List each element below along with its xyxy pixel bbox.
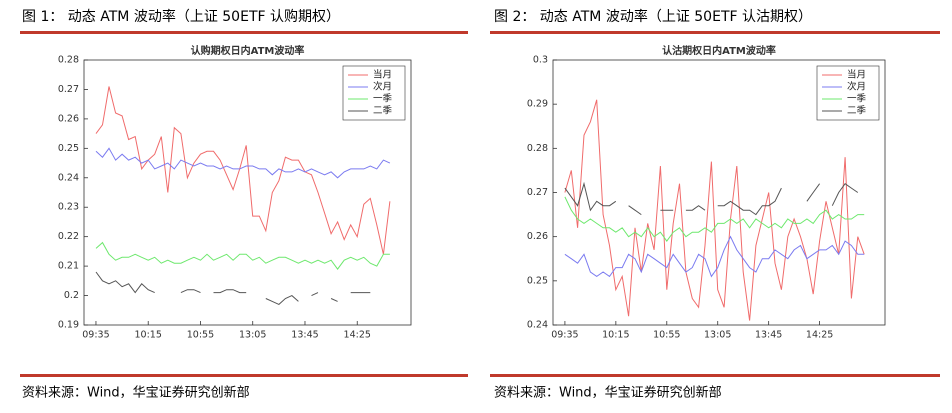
legend-label: 二季 [847, 105, 867, 117]
series-line [95, 271, 371, 305]
y-tick-label: 0.29 [527, 99, 548, 110]
y-tick-label: 0.25 [527, 275, 548, 286]
y-tick-label: 0.28 [58, 55, 79, 66]
y-tick-label: 0.19 [58, 320, 79, 331]
series-line [95, 241, 390, 270]
series-line [564, 99, 865, 321]
y-tick-label: 0.28 [527, 143, 548, 154]
x-tick-label: 13:45 [755, 330, 782, 341]
y-tick-label: 0.26 [58, 113, 79, 124]
series-line [564, 196, 865, 242]
chart-title: 认购期权日内ATM波动率 [191, 44, 305, 57]
x-tick-label: 13:45 [291, 330, 318, 341]
x-tick-label: 10:15 [135, 330, 162, 341]
series-line [95, 86, 391, 255]
x-tick-label: 10:55 [187, 330, 214, 341]
y-tick-label: 0.22 [58, 231, 79, 242]
legend-label: 次月 [373, 81, 392, 93]
x-tick-label: 13:05 [239, 330, 266, 341]
x-tick-label: 09:35 [82, 330, 109, 341]
x-tick-label: 14:25 [344, 330, 371, 341]
y-tick-label: 0.2 [64, 290, 79, 301]
y-tick-label: 0.21 [58, 261, 79, 272]
source: 资料来源：Wind，华宝证券研究创新部 [494, 385, 722, 401]
legend-label: 一季 [373, 93, 393, 105]
legend-label: 次月 [847, 81, 866, 93]
source: 资料来源：Wind，华宝证券研究创新部 [22, 385, 250, 401]
y-tick-label: 0.3 [533, 55, 548, 66]
legend-label: 当月 [847, 69, 866, 81]
divider [20, 31, 468, 34]
legend-label: 一季 [847, 93, 867, 105]
divider [20, 374, 468, 377]
series-line [564, 235, 865, 278]
x-tick-label: 14:25 [806, 330, 833, 341]
figure-caption: 图 1： 动态 ATM 波动率（上证 50ETF 认购期权） [22, 8, 340, 25]
y-tick-label: 0.27 [527, 187, 548, 198]
y-tick-label: 0.26 [527, 231, 548, 242]
y-tick-label: 0.27 [58, 84, 79, 95]
y-tick-label: 0.25 [58, 143, 79, 154]
divider [490, 31, 940, 34]
chart-title: 认沽期权日内ATM波动率 [662, 44, 776, 57]
y-tick-label: 0.24 [58, 172, 79, 183]
divider [490, 374, 940, 377]
figure-caption: 图 2： 动态 ATM 波动率（上证 50ETF 认沽期权） [494, 8, 812, 25]
x-tick-label: 09:35 [551, 330, 578, 341]
x-tick-label: 10:15 [602, 330, 629, 341]
series-line [95, 147, 391, 179]
y-tick-label: 0.23 [58, 202, 79, 213]
legend-label: 当月 [373, 69, 392, 81]
x-tick-label: 10:55 [653, 330, 680, 341]
series-line [564, 181, 859, 216]
x-tick-label: 13:05 [704, 330, 731, 341]
y-tick-label: 0.24 [527, 320, 548, 331]
legend-label: 二季 [373, 105, 393, 117]
